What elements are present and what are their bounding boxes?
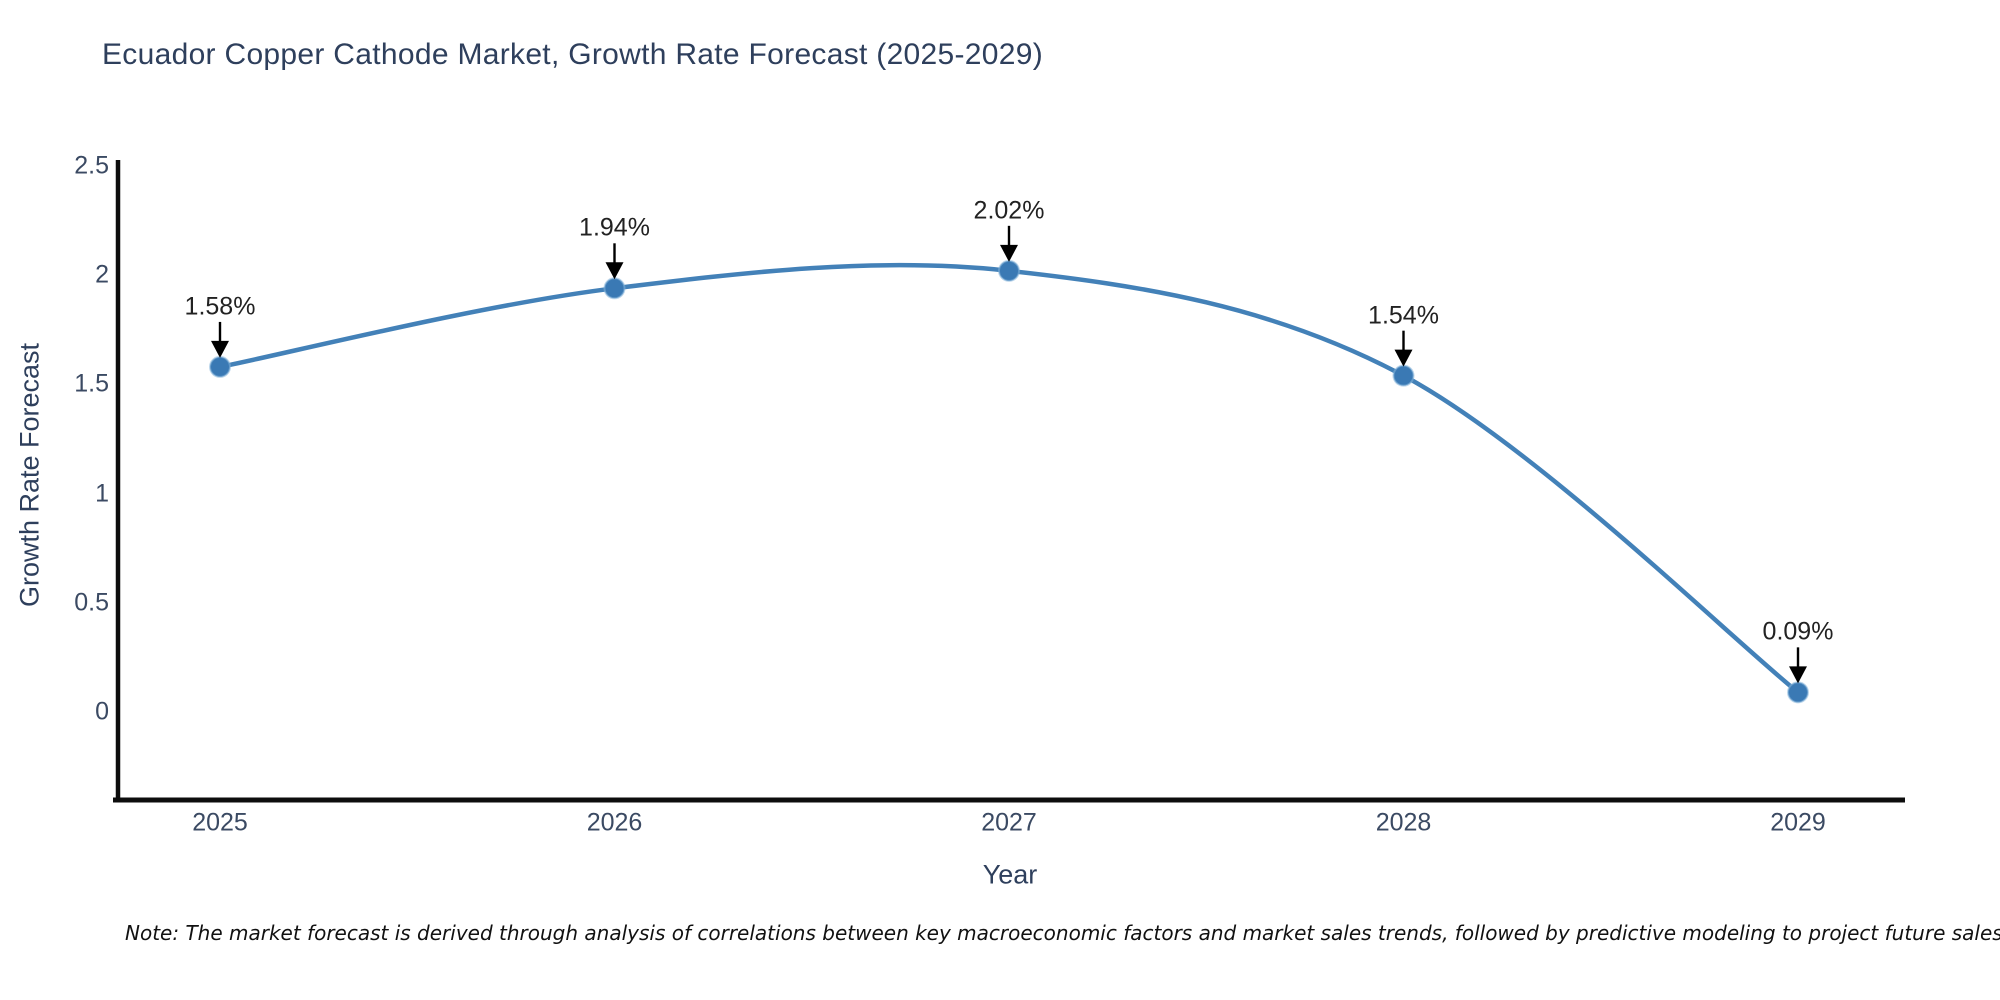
annotation-arrow-head [211,340,229,358]
annotation-arrow-head [605,262,624,280]
footnote: Note: The market forecast is derived thr… [125,921,2000,945]
x-tick-label: 2028 [1375,808,1432,837]
y-tick-label: 1 [95,479,109,508]
data-point-marker [1787,681,1809,704]
annotation-arrow-head [1394,349,1413,367]
point-value-label: 1.54% [1368,301,1439,330]
x-tick-label: 2027 [981,808,1037,837]
y-tick-label: 1.5 [74,369,109,398]
data-point-marker [1392,364,1415,387]
chart-title: Ecuador Copper Cathode Market, Growth Ra… [102,38,1044,71]
data-point-marker [209,355,231,378]
data-point-marker [998,259,1020,282]
point-value-label: 0.09% [1762,617,1834,646]
annotation-arrow-head [1789,666,1807,684]
x-axis-label: Year [982,859,1038,890]
x-tick-label: 2029 [1770,808,1826,837]
point-value-label: 1.58% [184,292,256,321]
point-value-label: 1.94% [579,213,650,242]
y-tick-label: 2 [95,260,109,289]
data-point-marker [603,277,626,300]
point-value-label: 2.02% [973,196,1045,225]
annotation-arrow-head [1000,244,1018,262]
y-tick-label: 0 [95,697,109,726]
y-tick-label: 0.5 [74,588,109,617]
y-tick-label: 2.5 [74,151,109,180]
x-tick-label: 2025 [192,808,248,837]
x-tick-label: 2026 [586,808,643,837]
forecast-line [217,262,1801,695]
